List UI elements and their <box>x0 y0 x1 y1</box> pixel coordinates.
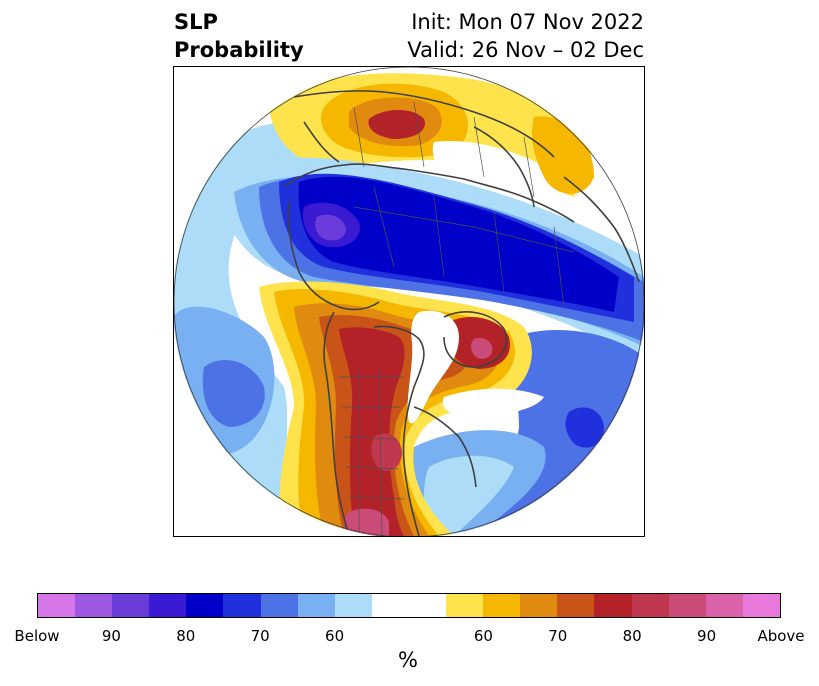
title-init-date: Init: Mon 07 Nov 2022 <box>411 10 644 34</box>
colorbar-swatch <box>594 594 632 617</box>
colorbar-swatch <box>742 594 780 617</box>
colorbar-swatch <box>297 594 335 617</box>
field-white-canada <box>407 310 459 424</box>
colorbar-swatch <box>334 594 372 617</box>
map-panel <box>173 66 645 537</box>
title-product: Probability <box>174 38 304 62</box>
colorbar-swatch <box>75 594 113 617</box>
colorbar-swatch <box>223 594 261 617</box>
colorbar-swatch <box>446 594 484 617</box>
colorbar-swatch <box>483 594 521 617</box>
colorbar-tick-label: 90 <box>101 627 121 645</box>
colorbar-tick-label: 80 <box>176 627 196 645</box>
colorbar-tick-label: 80 <box>622 627 642 645</box>
title-variable: SLP <box>174 10 218 34</box>
colorbar-tick-label: 60 <box>473 627 493 645</box>
field-rose-greenland <box>471 337 493 359</box>
colorbar <box>37 593 781 618</box>
probability-field <box>174 67 644 536</box>
colorbar-swatch <box>520 594 558 617</box>
colorbar-swatch <box>260 594 298 617</box>
coastlines <box>283 90 640 536</box>
field-pale-blue-east <box>423 455 514 536</box>
colorbar-tick-label: Above <box>757 627 805 645</box>
colorbar-tick-label: 70 <box>250 627 270 645</box>
field-red-north <box>368 110 425 139</box>
colorbar-swatch <box>38 594 76 617</box>
title-valid-range: Valid: 26 Nov – 02 Dec <box>407 38 644 62</box>
polar-probability-map <box>174 67 644 536</box>
colorbar-swatch <box>631 594 669 617</box>
field-deep-blue-east <box>565 407 604 448</box>
field-crimson-na <box>371 433 402 472</box>
colorbar-swatch <box>112 594 150 617</box>
field-red-na <box>339 327 405 536</box>
chart-title-left: SLP Probability <box>174 8 304 64</box>
colorbar-tick-label: Below <box>14 627 60 645</box>
colorbar-swatch <box>408 594 447 617</box>
colorbar-tick-label: 90 <box>697 627 717 645</box>
colorbar-swatch <box>371 594 409 617</box>
colorbar-swatch <box>668 594 706 617</box>
field-navy-band <box>298 176 619 312</box>
colorbar-tick-label: 70 <box>548 627 568 645</box>
colorbar-unit-label: % <box>398 648 418 672</box>
colorbar-tick-label: 60 <box>325 627 345 645</box>
field-white-atlantic <box>442 388 544 417</box>
colorbar-tick-labels: Below 90 80 70 60 60 70 80 90 Above <box>0 627 819 647</box>
country-borders <box>339 101 575 536</box>
colorbar-swatch <box>186 594 224 617</box>
colorbar-swatch <box>705 594 743 617</box>
field-rose-na <box>344 508 389 536</box>
field-white-north-gap <box>432 141 569 217</box>
field-violet-core <box>315 214 346 241</box>
field-blue-west-core <box>202 359 265 427</box>
colorbar-swatch <box>149 594 187 617</box>
colorbar-swatch <box>557 594 595 617</box>
chart-title-right: Init: Mon 07 Nov 2022 Valid: 26 Nov – 02… <box>407 8 644 64</box>
